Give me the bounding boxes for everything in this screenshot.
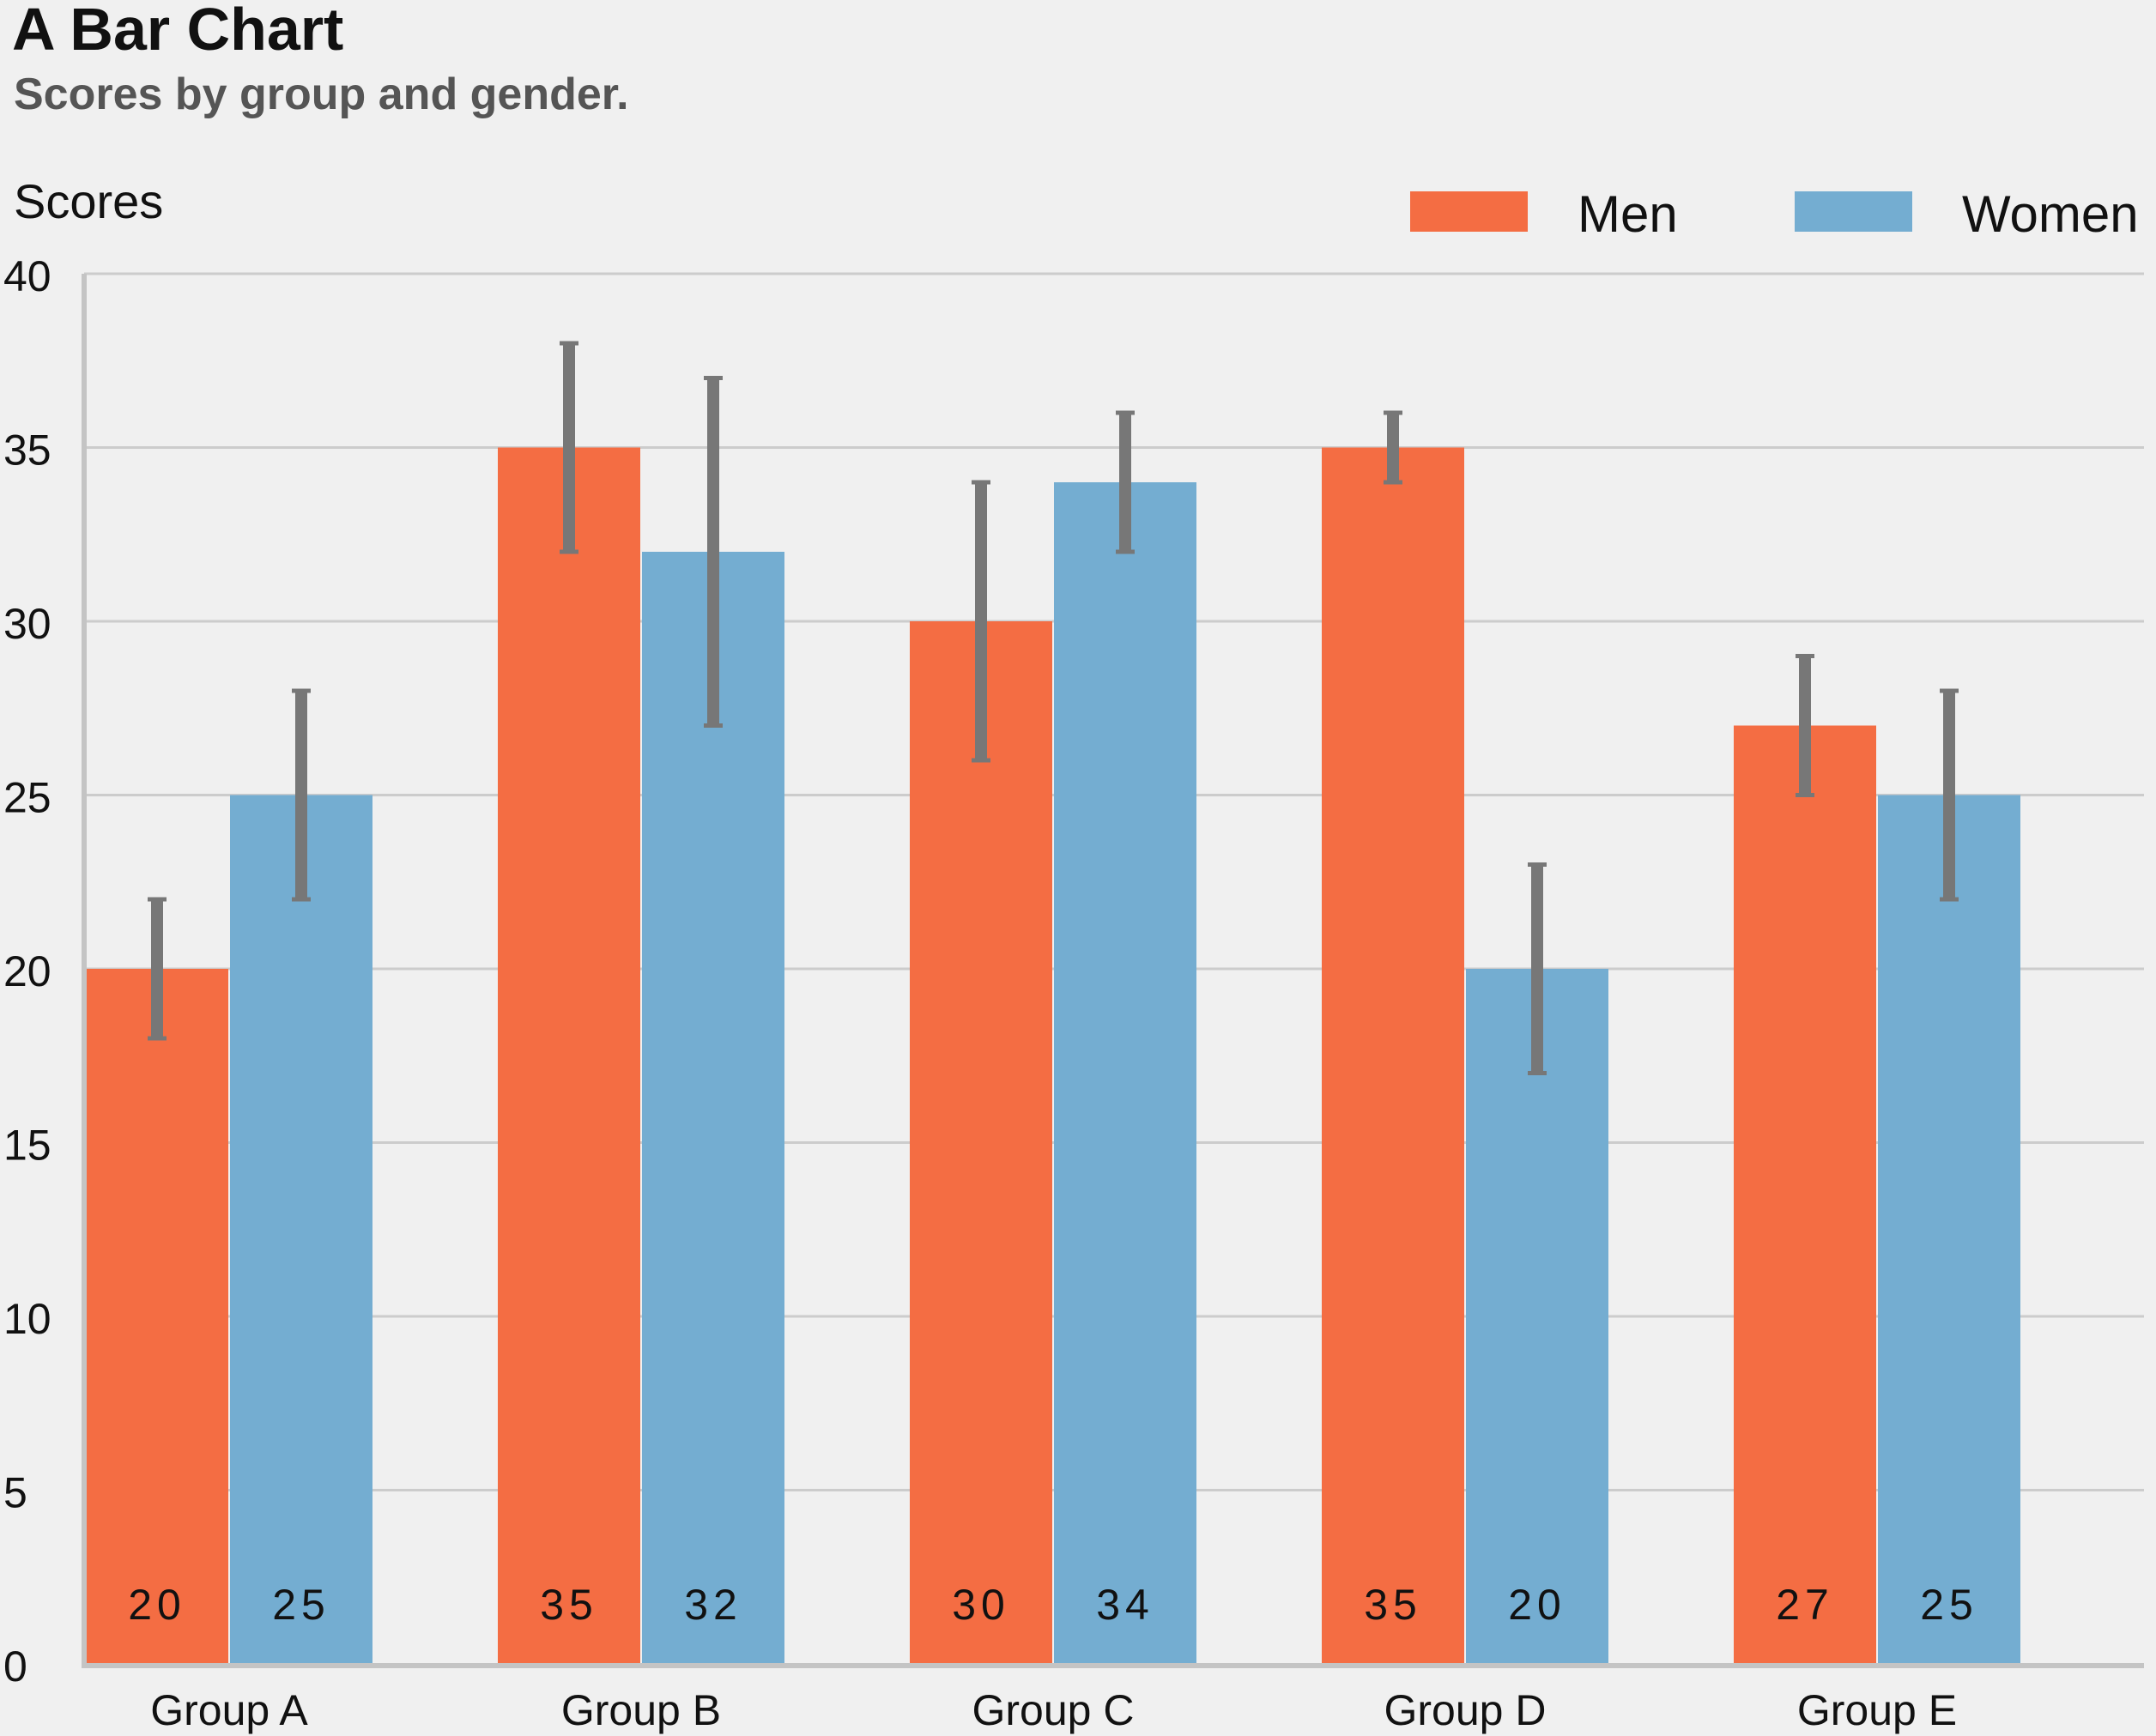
bar-value-label: 25 [272, 1581, 330, 1629]
x-tick-label: Group E [1797, 1686, 1957, 1734]
x-tick-label: Group A [150, 1686, 308, 1734]
y-tick-label: 35 [3, 426, 51, 475]
bar-women [1466, 969, 1608, 1664]
bar-value-label: 35 [1364, 1581, 1422, 1629]
bar-men [1322, 447, 1464, 1664]
bar-value-label: 34 [1096, 1581, 1154, 1629]
y-tick-label: 20 [3, 947, 51, 995]
x-tick-label: Group D [1384, 1686, 1547, 1734]
y-tick-label: 0 [3, 1642, 27, 1691]
bar-women [642, 552, 784, 1664]
bar-value-label: 35 [540, 1581, 598, 1629]
bar-men [86, 969, 228, 1664]
y-tick-label: 40 [3, 252, 51, 300]
y-tick-label: 15 [3, 1122, 51, 1170]
bar-value-label: 20 [128, 1581, 186, 1629]
x-tick-label: Group C [972, 1686, 1135, 1734]
y-tick-label: 5 [3, 1469, 27, 1517]
bar-value-label: 20 [1508, 1581, 1566, 1629]
bar-value-label: 32 [684, 1581, 742, 1629]
legend-swatch-women [1795, 191, 1912, 232]
x-tick-label: Group B [561, 1686, 721, 1734]
bar-men [498, 447, 640, 1664]
legend-label-women: Women [1962, 185, 2139, 243]
legend-swatch-men [1410, 191, 1528, 232]
chart-title: A Bar Chart [12, 0, 344, 63]
bar-value-label: 27 [1776, 1581, 1834, 1629]
bar-women [1054, 482, 1196, 1664]
bar-men [910, 621, 1052, 1664]
bar-value-label: 30 [952, 1581, 1010, 1629]
y-tick-label: 25 [3, 774, 51, 822]
y-axis-label: Scores [14, 174, 163, 228]
bar-value-label: 25 [1920, 1581, 1978, 1629]
chart-subtitle: Scores by group and gender. [14, 70, 629, 119]
bar-men [1734, 725, 1876, 1664]
bar-women [1878, 795, 2020, 1664]
bar-women [230, 795, 372, 1664]
legend-label-men: Men [1578, 185, 1678, 243]
y-tick-label: 30 [3, 600, 51, 648]
y-tick-label: 10 [3, 1295, 51, 1343]
